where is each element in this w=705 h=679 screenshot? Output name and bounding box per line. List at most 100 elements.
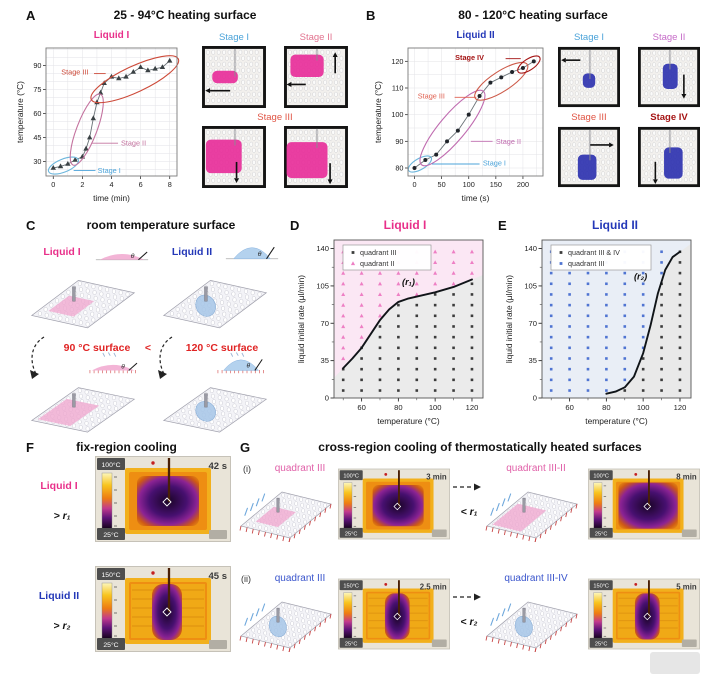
panel-c-liquid2-label: Liquid II [171,246,213,258]
panel-b-label: B [366,8,376,23]
panel-f-liquid1-label: Liquid I [40,480,78,492]
svg-text:2: 2 [80,180,84,189]
svg-text:80: 80 [602,403,610,412]
svg-text:temperature (°C): temperature (°C) [377,416,440,426]
panel-g-label: G [240,440,251,455]
svg-text:2.5 min: 2.5 min [420,582,447,591]
panel-c-lessthan: < [144,342,152,354]
panel-e-label: E [498,218,507,233]
svg-text:120: 120 [674,403,687,412]
svg-text:3 min: 3 min [426,472,447,481]
svg-text:100°C: 100°C [343,474,359,480]
svg-text:60: 60 [33,109,41,118]
curved-dashed-arrow-icon [30,336,45,379]
panel-g-row2-quadrant-left: quadrant III [274,573,326,584]
svg-text:quadrant III: quadrant III [568,259,604,268]
svg-text:(r₁): (r₁) [402,277,415,287]
svg-text:140: 140 [316,244,329,253]
svg-text:120: 120 [466,403,479,412]
svg-text:quadrant II: quadrant II [360,259,394,268]
svg-text:150°C: 150°C [343,584,359,590]
liquid1-heated-droplet-profile-icon: θ [89,352,138,374]
watermark [650,652,700,674]
svg-text:Liquid II: Liquid II [456,30,495,41]
room-temp-surface-liquid1 [30,279,136,329]
svg-text:Liquid I: Liquid I [94,30,130,41]
panel-b-stage2-photo [638,46,700,108]
panel-b-title: 80 - 120°C heating surface [458,8,608,22]
svg-text:25°C: 25°C [345,641,358,647]
svg-text:25°C: 25°C [345,531,358,537]
panel-g-rate2-label: < r₂ [460,616,478,628]
svg-text:time (min): time (min) [93,193,130,203]
panel-c-label: C [26,218,36,233]
thermal-image-g-row1-right: 100°C 25°C 8 min [588,468,700,540]
liquid1-heating-chart: Liquid I Stage III Stage II Stage I 0 2 4 6… [15,30,180,203]
surface-quadrant3-blue [239,601,332,652]
svg-text:110: 110 [392,84,404,93]
panel-g-rate1-label: < r₁ [460,506,478,518]
surface-quadrant3-pink [239,491,332,542]
svg-text:120: 120 [391,57,403,66]
svg-text:25°C: 25°C [595,531,608,537]
dashed-arrow-icon [453,593,481,601]
svg-text:25°C: 25°C [103,641,118,649]
panel-g-row2-index: (ii) [241,574,251,584]
panel-a-title: 25 - 94°C heating surface [113,8,257,22]
svg-text:25°C: 25°C [103,531,118,539]
svg-text:Stage III: Stage III [61,68,88,77]
panel-g-row2-quadrant-right: quadrant III-IV [504,573,568,584]
liquid1-droplet-profile-icon: θ [95,251,149,261]
panel-a-stage1-photo-label: Stage I [218,32,250,43]
svg-text:Stage II: Stage II [121,139,146,148]
svg-text:100: 100 [463,180,475,189]
panel-a-stage1-photo [202,46,266,108]
panel-b-stage1-photo [558,46,620,108]
svg-text:θ: θ [131,253,135,260]
svg-text:42 s: 42 s [209,461,228,472]
dashed-arrow-icon [453,483,481,491]
panel-g-row1-quadrant-left: quadrant III [274,463,326,474]
svg-text:8 min: 8 min [676,472,697,481]
panel-f-liquid2-label: Liquid II [38,590,80,602]
svg-text:100: 100 [637,403,650,412]
panel-a-stage3-photo-1 [202,126,266,188]
svg-text:70: 70 [529,319,537,328]
panel-b-stage2-photo-label: Stage II [652,32,686,43]
svg-text:90: 90 [395,137,403,146]
svg-text:105: 105 [524,282,537,291]
heated-surface-liquid2 [162,387,268,433]
room-temp-surface-liquid2 [162,279,268,329]
heated-surface-liquid1 [30,387,136,433]
panel-d-title: Liquid I [383,218,427,232]
svg-text:100°C: 100°C [102,461,121,469]
svg-text:100: 100 [429,403,442,412]
svg-text:30: 30 [33,157,41,166]
panel-d-label: D [290,218,300,233]
panel-a-stage3-photo-label: Stage III [257,112,293,123]
svg-text:80: 80 [394,403,402,412]
svg-text:θ: θ [247,363,251,370]
panel-g-row1-index: (i) [243,464,251,474]
panel-a-stage2-photo-label: Stage II [299,32,333,43]
svg-text:time (s): time (s) [462,193,490,203]
panel-a-label: A [26,8,36,23]
svg-text:Stage I: Stage I [483,159,506,168]
panel-f-rate1-label: > r₁ [53,510,71,522]
svg-text:50: 50 [438,180,446,189]
svg-text:Stage III: Stage III [418,92,445,101]
thermal-image-g-row1-left: 100°C 25°C 3 min [338,468,450,540]
svg-text:θ: θ [121,364,125,371]
panel-c-90c-label: 90 °C surface [63,342,131,354]
panel-a-stage2-photo [284,46,348,108]
svg-text:100°C: 100°C [593,474,609,480]
svg-text:liquid initial rate (μl/min): liquid initial rate (μl/min) [296,275,306,363]
svg-text:quadrant III & IV: quadrant III & IV [568,248,620,257]
panel-a-stage3-photo-2 [284,126,348,188]
svg-text:liquid initial rate (μl/min): liquid initial rate (μl/min) [504,275,514,363]
svg-text:6: 6 [139,180,143,189]
svg-text:60: 60 [357,403,365,412]
svg-text:150: 150 [490,180,502,189]
